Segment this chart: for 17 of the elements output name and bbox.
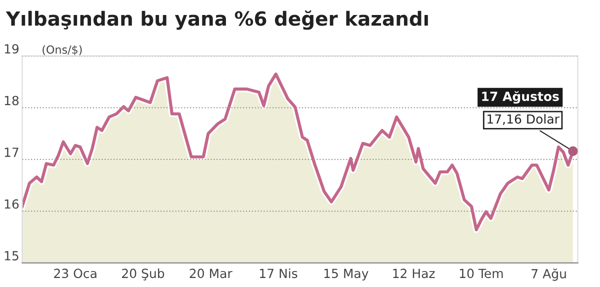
x-tick-label: 12 Haz	[393, 268, 435, 278]
x-tick-label: 20 Mar	[190, 268, 232, 278]
x-tick-label: 20 Şub	[122, 268, 164, 280]
annotation: 17 Ağustos	[482, 91, 559, 104]
y-axis-title: (Ons/$)	[42, 45, 82, 56]
x-tick-label: 10 Tem	[460, 268, 503, 278]
x-tick-label: 7 Ağu	[532, 268, 566, 281]
x-tick-label: 23 Oca	[54, 268, 96, 278]
x-tick-label: 17 Nis	[260, 268, 298, 278]
x-tick-label: 15 May	[324, 268, 368, 281]
chart-title: Yılbaşından bu yana %6 değer kazandı	[6, 10, 428, 30]
y-tick-label: 15	[4, 251, 18, 260]
y-tick-label: 18	[4, 96, 19, 106]
annotation: 17,16 Dolar	[488, 114, 560, 126]
y-tick-label: 16	[4, 199, 19, 209]
y-tick-label: 17	[4, 148, 18, 157]
y-tick-label: 19	[4, 44, 19, 54]
